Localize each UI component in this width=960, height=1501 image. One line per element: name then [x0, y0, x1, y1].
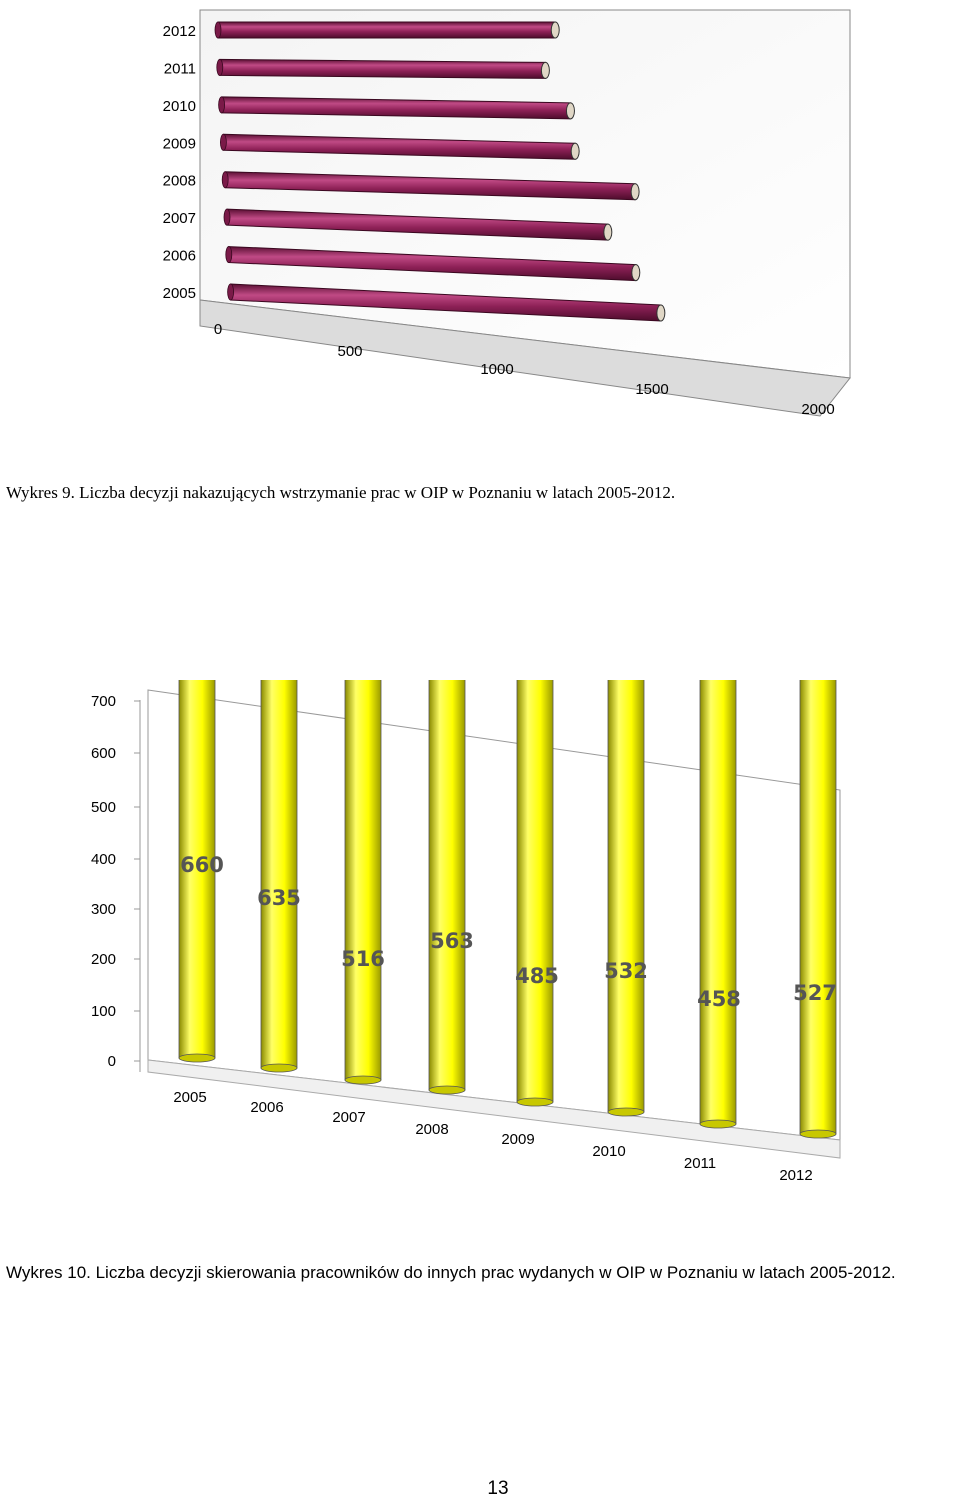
chart-2-data-label: 563: [430, 929, 474, 953]
chart-2-plot-area: [139, 689, 841, 1159]
chart-1-decisions-work-stoppage: 2005 2006 2007 2008 2009 2010 2011 2012 0 500 1000…: [163, 9, 851, 418]
chart-1-caption: Wykres 9. Liczba decyzji nakazujących ws…: [6, 483, 676, 502]
chart-2-y-tick-label: 700: [91, 693, 116, 710]
chart-1-category-label: 2010: [163, 98, 196, 115]
chart-1-bars: [214, 21, 666, 322]
chart-1-category-label: 2006: [163, 248, 196, 265]
chart-1-bar-base-2006: [225, 246, 233, 263]
chart-2-bar-2007: [344, 680, 382, 1085]
chart-2-bar-2006: [260, 680, 298, 1073]
chart-1-category-label: 2007: [163, 210, 196, 227]
page-number: 13: [487, 1478, 509, 1499]
chart-2-category-label: 2008: [415, 1121, 448, 1138]
chart-2-bars: [178, 680, 837, 1139]
chart-2-category-label: 2005: [173, 1089, 206, 1106]
chart-1-bar-cap-2008: [630, 183, 640, 201]
chart-1-bar-2005: [227, 283, 666, 322]
chart-1-bar-2010: [218, 96, 575, 120]
chart-1-bar-base-2007: [223, 208, 231, 226]
chart-1-category-label: 2008: [163, 173, 196, 190]
chart-2-bar-base-2008: [428, 1085, 466, 1095]
chart-1-x-tick-label: 1000: [480, 361, 513, 378]
chart-2-bar-2012: [799, 680, 837, 1139]
chart-2-category-label: 2007: [332, 1109, 365, 1126]
chart-2-bar-2011: [699, 680, 737, 1129]
chart-2-bar-body-2007: [344, 680, 382, 1081]
chart-2-category-label: 2012: [779, 1167, 812, 1184]
chart-2-category-label: 2011: [684, 1155, 716, 1172]
chart-1-x-tick-label: 2000: [801, 401, 834, 418]
chart-2-data-label: 660: [180, 853, 224, 877]
chart-1-bar-base-2012: [214, 21, 222, 39]
chart-2-bar-body-2009: [516, 680, 554, 1103]
chart-2-y-tick-label: 0: [108, 1053, 116, 1070]
chart-1-x-tick-label: 500: [337, 343, 362, 360]
chart-2-y-tick-label: 400: [91, 851, 116, 868]
chart-1-bar-2007: [223, 208, 613, 241]
chart-2-bar-base-2009: [516, 1097, 554, 1107]
chart-2-labels: 0 100 200 300 400 500 600 700 660 635 516 563 485 532…: [91, 693, 837, 1184]
chart-1-bar-body-2012: [217, 21, 556, 39]
chart-2-bar-base-2010: [607, 1107, 645, 1117]
chart-2-data-label: 485: [515, 964, 559, 988]
chart-1-bar-body-2011: [219, 58, 546, 79]
chart-2-bar-body-2012: [799, 680, 837, 1135]
chart-1-bar-2011: [216, 58, 550, 79]
chart-1-bar-base-2011: [216, 59, 224, 76]
chart-2-data-label: 635: [257, 886, 301, 910]
chart-2-bar-body-2010: [607, 680, 645, 1113]
chart-2-data-label: 458: [697, 987, 741, 1011]
chart-1-bar-base-2008: [221, 171, 229, 189]
chart-2-bar-body-2006: [260, 680, 298, 1069]
chart-2-bar-2009: [516, 680, 554, 1107]
chart-1-bar-2008: [221, 171, 640, 201]
chart-1-bar-base-2010: [218, 96, 226, 114]
chart-2-data-label: 532: [604, 959, 648, 983]
chart-1-bar-base-2005: [227, 283, 235, 301]
chart-2-bar-2008: [428, 680, 466, 1095]
chart-2-y-tick-label: 500: [91, 799, 116, 816]
chart-2-bar-base-2006: [260, 1063, 298, 1073]
chart-2-bar-base-2005: [178, 1053, 216, 1063]
chart-1-bar-cap-2010: [565, 102, 575, 120]
chart-1-labels: 2005 2006 2007 2008 2009 2010 2011 2012 0 500 1000…: [163, 23, 835, 418]
chart-2-bar-base-2007: [344, 1075, 382, 1085]
chart-2-decisions-worker-reassignment: 0 100 200 300 400 500 600 700 660 635 516 563 485 532…: [91, 680, 841, 1184]
chart-2-category-label: 2010: [592, 1143, 625, 1160]
chart-2-y-tick-label: 600: [91, 745, 116, 762]
chart-2-caption: Wykres 10. Liczba decyzji skierowania pr…: [6, 1263, 896, 1282]
chart-1-bar-cap-2007: [603, 223, 613, 241]
chart-2-bar-body-2008: [428, 680, 466, 1091]
chart-2-bar-base-2011: [699, 1119, 737, 1129]
chart-1-bar-cap-2009: [570, 142, 580, 160]
chart-1-bar-2009: [219, 133, 580, 160]
chart-1-bar-2006: [225, 246, 641, 282]
chart-1-category-label: 2012: [163, 23, 196, 40]
chart-2-bar-base-2012: [799, 1129, 837, 1139]
chart-2-data-label: 527: [793, 981, 837, 1005]
chart-2-y-tick-label: 100: [91, 1003, 116, 1020]
chart-2-category-label: 2006: [250, 1099, 283, 1116]
chart-2-y-tick-label: 200: [91, 951, 116, 968]
chart-1-bar-cap-2005: [656, 304, 666, 322]
chart-1-category-label: 2011: [164, 60, 196, 77]
chart-2-category-label: 2009: [501, 1131, 534, 1148]
chart-2-bar-body-2005: [178, 680, 216, 1059]
chart-1-bar-base-2009: [219, 133, 227, 151]
chart-2-y-tick-label: 300: [91, 901, 116, 918]
chart-1-bar-cap-2011: [540, 61, 550, 79]
chart-1-x-tick-label: 0: [214, 321, 222, 338]
chart-2-data-label: 516: [341, 947, 385, 971]
chart-1-bar-cap-2012: [550, 21, 560, 39]
chart-1-bar-2012: [214, 21, 560, 39]
chart-1-category-label: 2009: [163, 135, 196, 152]
chart-2-bar-body-2011: [699, 680, 737, 1125]
chart-2-bar-2005: [178, 680, 216, 1063]
chart-2-bar-2010: [607, 680, 645, 1117]
chart-1-bar-cap-2006: [631, 264, 641, 282]
chart-1-x-tick-label: 1500: [635, 381, 668, 398]
chart-1-category-label: 2005: [163, 285, 196, 302]
